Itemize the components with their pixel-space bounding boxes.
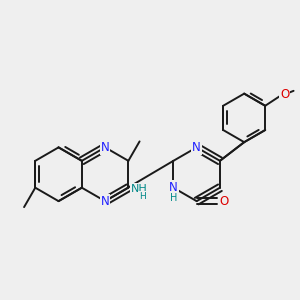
Text: O: O: [280, 88, 289, 101]
Text: N: N: [101, 141, 110, 154]
Text: O: O: [219, 195, 229, 208]
Text: N: N: [192, 141, 201, 154]
Text: NH: NH: [131, 184, 148, 194]
Text: N: N: [101, 195, 110, 208]
Text: H: H: [139, 192, 146, 201]
Text: N: N: [169, 181, 178, 194]
Text: H: H: [170, 193, 177, 203]
